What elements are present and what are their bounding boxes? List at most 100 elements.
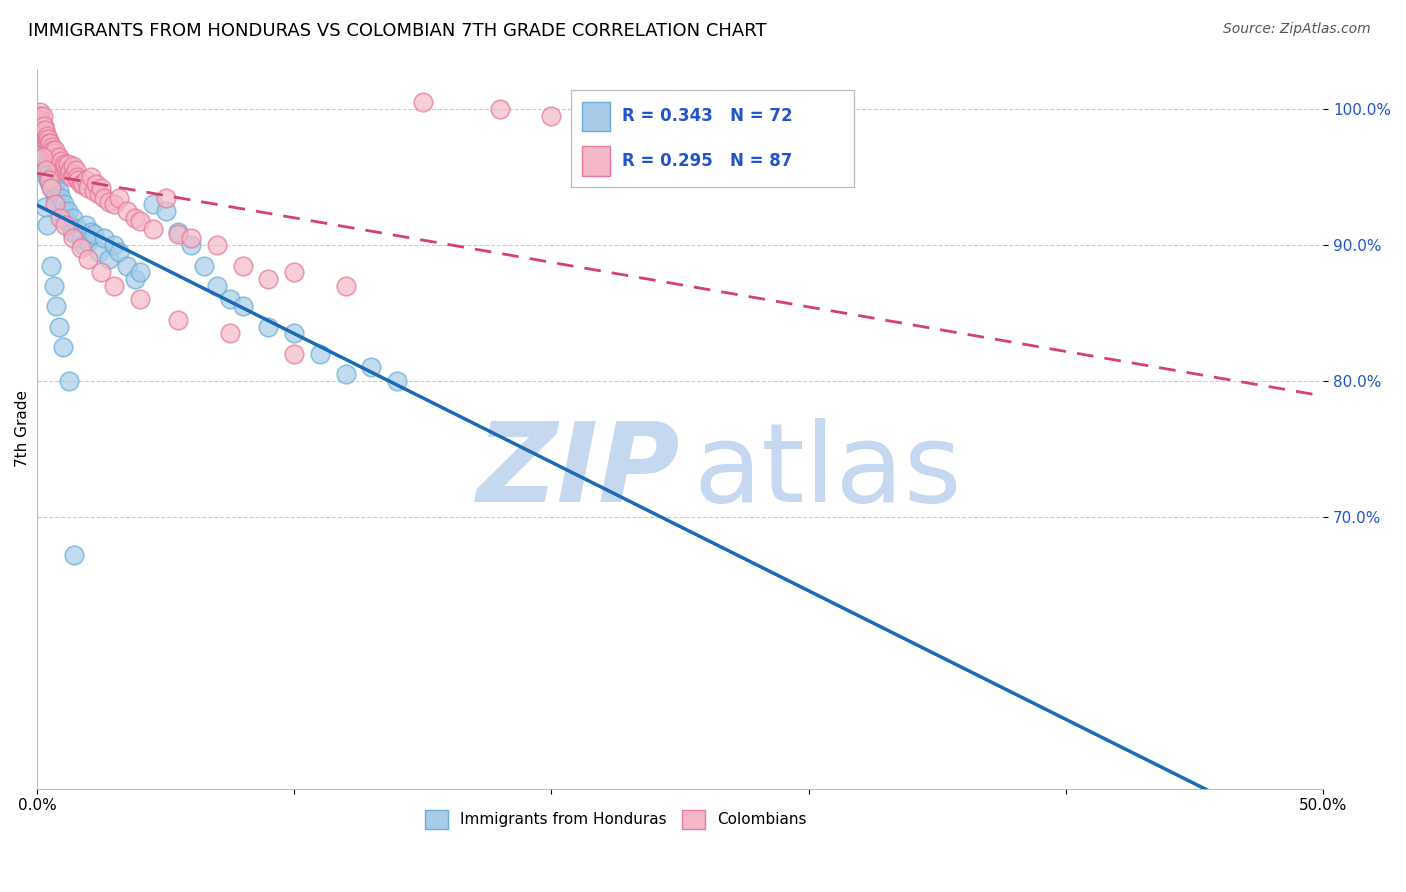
Point — [83, 227, 105, 242]
Point — [31, 109, 53, 123]
Point — [128, 293, 150, 307]
Point — [49, 211, 72, 225]
Point — [77, 181, 100, 195]
Point — [32, 159, 55, 173]
Point — [90, 265, 112, 279]
Point — [309, 347, 332, 361]
Point — [52, 204, 75, 219]
Point — [39, 145, 62, 160]
Point — [37, 218, 59, 232]
Point — [58, 168, 80, 182]
Point — [31, 140, 53, 154]
Point — [35, 170, 58, 185]
Point — [283, 326, 305, 341]
Point — [41, 140, 63, 154]
Point — [48, 184, 70, 198]
Y-axis label: 7th Grade: 7th Grade — [15, 390, 30, 467]
Point — [103, 238, 125, 252]
Point — [38, 168, 60, 182]
Point — [32, 150, 55, 164]
Point — [103, 278, 125, 293]
Point — [45, 299, 67, 313]
Point — [41, 181, 63, 195]
Point — [51, 190, 73, 204]
Point — [93, 231, 115, 245]
Point — [39, 259, 62, 273]
Point — [58, 374, 80, 388]
Point — [32, 122, 55, 136]
Point — [42, 278, 65, 293]
Point — [63, 548, 86, 562]
Point — [34, 150, 56, 164]
Point — [41, 173, 63, 187]
Point — [62, 159, 84, 173]
Point — [128, 213, 150, 227]
Point — [540, 109, 562, 123]
Point — [28, 109, 51, 123]
Point — [80, 170, 103, 185]
Point — [155, 190, 177, 204]
Point — [87, 244, 110, 259]
Point — [39, 181, 62, 195]
Point — [180, 231, 202, 245]
Point — [32, 119, 55, 133]
Point — [75, 218, 97, 232]
Point — [219, 326, 242, 341]
Point — [77, 235, 100, 250]
Point — [38, 143, 60, 157]
Point — [35, 132, 58, 146]
Point — [41, 150, 63, 164]
Point — [62, 231, 84, 245]
Point — [93, 190, 115, 204]
Point — [48, 319, 70, 334]
Point — [167, 227, 190, 242]
Point — [108, 244, 131, 259]
Point — [232, 299, 254, 313]
Point — [155, 204, 177, 219]
Point — [52, 156, 75, 170]
Point — [77, 252, 100, 266]
Point — [335, 367, 357, 381]
Point — [69, 177, 91, 191]
Point — [38, 173, 60, 187]
Point — [45, 153, 67, 168]
Point — [39, 177, 62, 191]
Point — [257, 272, 280, 286]
Point — [44, 177, 66, 191]
Point — [55, 213, 77, 227]
Point — [37, 132, 59, 146]
Point — [60, 225, 83, 239]
Point — [28, 105, 51, 120]
Point — [124, 272, 146, 286]
Point — [44, 150, 66, 164]
Point — [32, 153, 55, 168]
Point — [59, 218, 82, 232]
Point — [46, 156, 69, 170]
Point — [34, 127, 56, 141]
Point — [128, 265, 150, 279]
Point — [87, 186, 110, 201]
Point — [56, 204, 79, 219]
Point — [53, 159, 76, 173]
Point — [31, 143, 53, 157]
Point — [335, 278, 357, 293]
Point — [39, 136, 62, 151]
Point — [257, 319, 280, 334]
Point — [84, 177, 107, 191]
Point — [48, 150, 70, 164]
Point — [115, 259, 138, 273]
Point — [60, 170, 83, 185]
Point — [35, 163, 58, 178]
Point — [59, 163, 82, 178]
Point — [53, 211, 76, 225]
Point — [103, 197, 125, 211]
Point — [167, 225, 190, 239]
Point — [360, 360, 382, 375]
Point — [39, 170, 62, 185]
Point — [38, 136, 60, 151]
Point — [49, 159, 72, 173]
Point — [53, 218, 76, 232]
Point — [31, 119, 53, 133]
Point — [30, 113, 52, 128]
Point — [283, 347, 305, 361]
